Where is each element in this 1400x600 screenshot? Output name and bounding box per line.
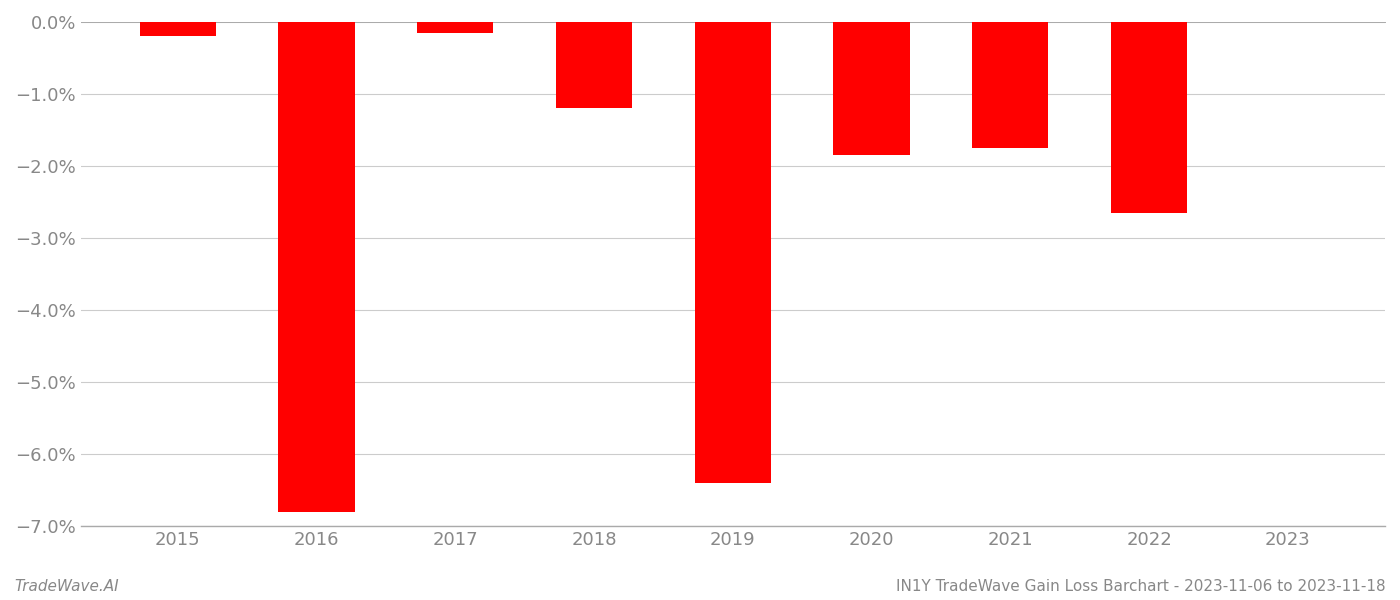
Bar [417,22,493,33]
Bar [972,22,1049,148]
Bar [694,22,771,483]
Text: TradeWave.AI: TradeWave.AI [14,579,119,594]
Text: IN1Y TradeWave Gain Loss Barchart - 2023-11-06 to 2023-11-18: IN1Y TradeWave Gain Loss Barchart - 2023… [896,579,1386,594]
Bar [279,22,354,512]
Bar [1112,22,1187,213]
Bar [140,22,216,37]
Bar [556,22,633,109]
Bar [833,22,910,155]
